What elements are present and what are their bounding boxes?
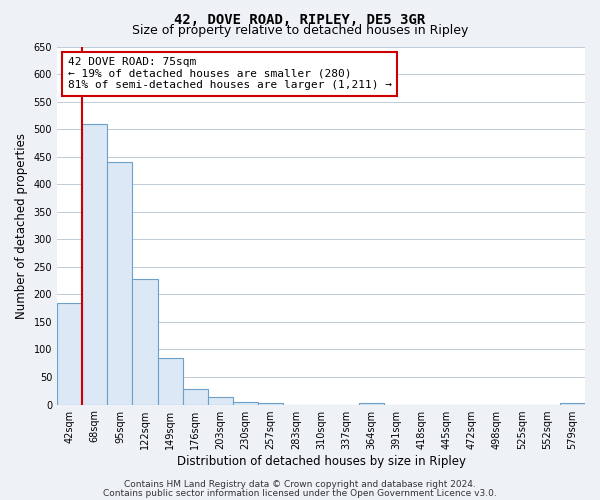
Bar xyxy=(82,124,107,404)
Bar xyxy=(57,302,82,404)
Bar xyxy=(183,389,208,404)
Bar xyxy=(107,162,133,404)
Text: 42 DOVE ROAD: 75sqm
← 19% of detached houses are smaller (280)
81% of semi-detac: 42 DOVE ROAD: 75sqm ← 19% of detached ho… xyxy=(68,57,392,90)
Bar xyxy=(158,358,183,405)
Bar xyxy=(359,403,384,404)
Bar xyxy=(133,279,158,404)
Text: Contains public sector information licensed under the Open Government Licence v3: Contains public sector information licen… xyxy=(103,489,497,498)
Text: Contains HM Land Registry data © Crown copyright and database right 2024.: Contains HM Land Registry data © Crown c… xyxy=(124,480,476,489)
Text: 42, DOVE ROAD, RIPLEY, DE5 3GR: 42, DOVE ROAD, RIPLEY, DE5 3GR xyxy=(175,12,425,26)
X-axis label: Distribution of detached houses by size in Ripley: Distribution of detached houses by size … xyxy=(176,454,466,468)
Y-axis label: Number of detached properties: Number of detached properties xyxy=(15,132,28,318)
Text: Size of property relative to detached houses in Ripley: Size of property relative to detached ho… xyxy=(132,24,468,37)
Bar xyxy=(208,398,233,404)
Bar xyxy=(233,402,258,404)
